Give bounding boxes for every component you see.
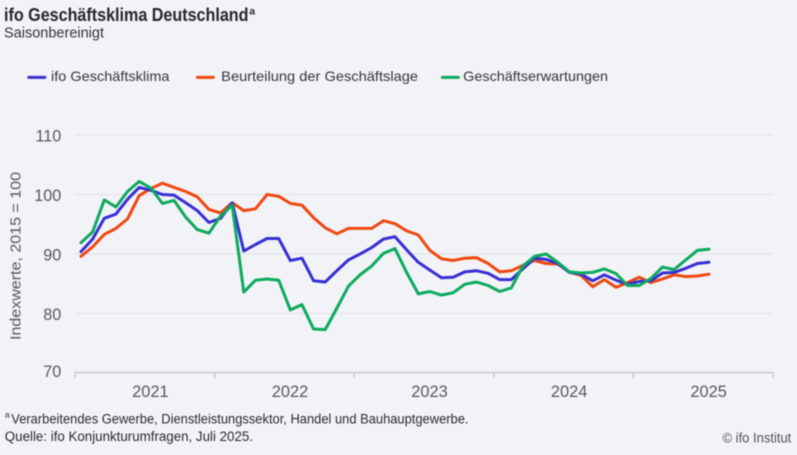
svg-text:Indexwerte, 2015 = 100: Indexwerte, 2015 = 100 (8, 172, 25, 340)
svg-text:2023: 2023 (411, 383, 448, 401)
svg-text:2021: 2021 (132, 383, 169, 401)
svg-text:70: 70 (43, 363, 61, 381)
svg-text:© ifo Institut: © ifo Institut (723, 431, 792, 446)
svg-text:Geschäftserwartungen: Geschäftserwartungen (463, 68, 608, 84)
svg-text:Beurteilung der Geschäftslage: Beurteilung der Geschäftslage (221, 68, 418, 84)
svg-text:Saisonbereinigt: Saisonbereinigt (4, 26, 104, 42)
svg-text:Verarbeitendes Gewerbe, Dienst: Verarbeitendes Gewerbe, Dienstleistungss… (11, 411, 468, 426)
svg-text:100: 100 (34, 187, 61, 205)
svg-text:a: a (5, 409, 10, 419)
svg-text:90: 90 (43, 246, 61, 264)
svg-text:ifo Geschäftsklima: ifo Geschäftsklima (51, 68, 170, 84)
svg-text:a: a (249, 5, 255, 17)
svg-text:2022: 2022 (272, 383, 309, 401)
svg-text:Quelle: ifo Konjunkturumfragen: Quelle: ifo Konjunkturumfragen, Juli 202… (5, 429, 253, 444)
svg-text:2024: 2024 (551, 383, 588, 401)
svg-text:2025: 2025 (690, 383, 727, 401)
svg-text:ifo Geschäftsklima Deutschland: ifo Geschäftsklima Deutschland (4, 5, 249, 25)
svg-text:110: 110 (35, 127, 61, 145)
svg-text:80: 80 (43, 306, 61, 324)
